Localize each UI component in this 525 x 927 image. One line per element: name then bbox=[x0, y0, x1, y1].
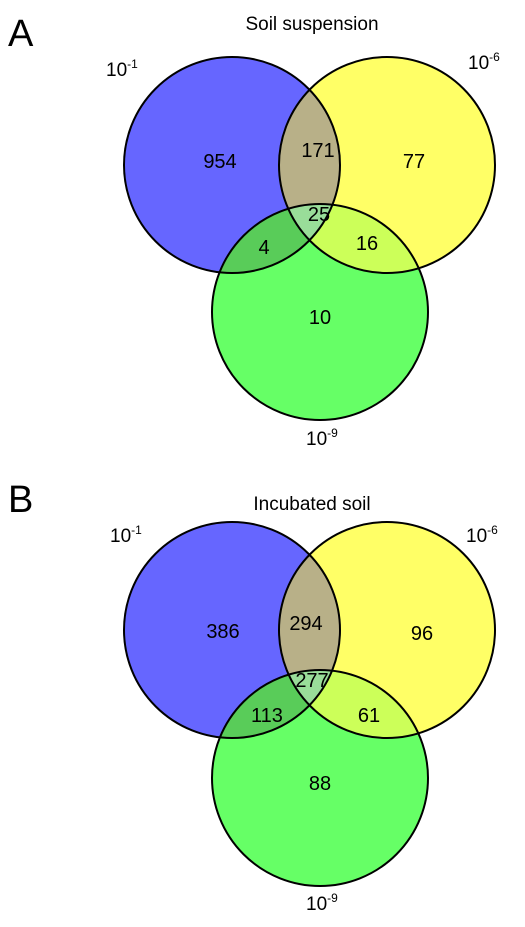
panel-a-count-only-10-1: 954 bbox=[203, 151, 236, 173]
venn-b-outline-10-9 bbox=[211, 669, 429, 887]
venn-a-overlap-1-9 bbox=[212, 204, 340, 273]
venn-b-overlap-1-9 bbox=[212, 670, 340, 738]
panel-b-title: Incubated soil bbox=[253, 494, 370, 515]
panel-b-label-10-6: 10-6 bbox=[466, 523, 498, 547]
panel-b-count-only-10-6: 96 bbox=[411, 623, 433, 645]
panel-a: A Soil suspension 10-1 10-6 10-9 954 171… bbox=[8, 13, 500, 450]
panel-a-count-only-10-6: 77 bbox=[403, 151, 425, 173]
venn-a-outline-10-6 bbox=[278, 56, 496, 274]
panel-b-label-10-1: 10-1 bbox=[110, 523, 142, 547]
panel-a-title: Soil suspension bbox=[245, 14, 378, 35]
panel-b-count-all: 277 bbox=[295, 670, 328, 692]
panel-a-label-10-6: 10-6 bbox=[468, 50, 500, 74]
panel-b: B Incubated soil 10-1 10-6 10-9 386 294 … bbox=[8, 479, 498, 915]
panel-a-letter: A bbox=[8, 13, 34, 55]
venn-b-overlap-6-9 bbox=[279, 670, 428, 738]
panel-b-count-10-6-10-9: 61 bbox=[358, 705, 380, 727]
panel-b-count-10-1-10-9: 113 bbox=[251, 705, 283, 727]
panel-a-count-10-6-10-9: 16 bbox=[356, 233, 378, 255]
panel-a-count-all: 25 bbox=[308, 204, 330, 226]
venn-b-outline-10-1 bbox=[123, 521, 341, 739]
panel-b-count-only-10-9: 88 bbox=[309, 773, 331, 795]
panel-a-count-only-10-9: 10 bbox=[309, 307, 331, 329]
panel-b-count-only-10-1: 386 bbox=[206, 621, 239, 643]
panel-a-count-10-1-10-6: 171 bbox=[301, 140, 334, 162]
panel-a-label-10-1: 10-1 bbox=[106, 57, 138, 81]
venn-a-overlap-6-9 bbox=[279, 204, 428, 273]
panel-b-label-10-9: 10-9 bbox=[306, 891, 338, 915]
panel-a-count-10-1-10-9: 4 bbox=[258, 237, 269, 259]
panel-b-count-10-1-10-6: 294 bbox=[289, 613, 322, 635]
venn-a-outline-10-9 bbox=[211, 203, 429, 421]
panel-b-letter: B bbox=[8, 479, 33, 521]
panel-a-label-10-9: 10-9 bbox=[306, 426, 338, 450]
venn-b-outline-10-6 bbox=[278, 521, 496, 739]
venn-a-outline-10-1 bbox=[123, 56, 341, 274]
